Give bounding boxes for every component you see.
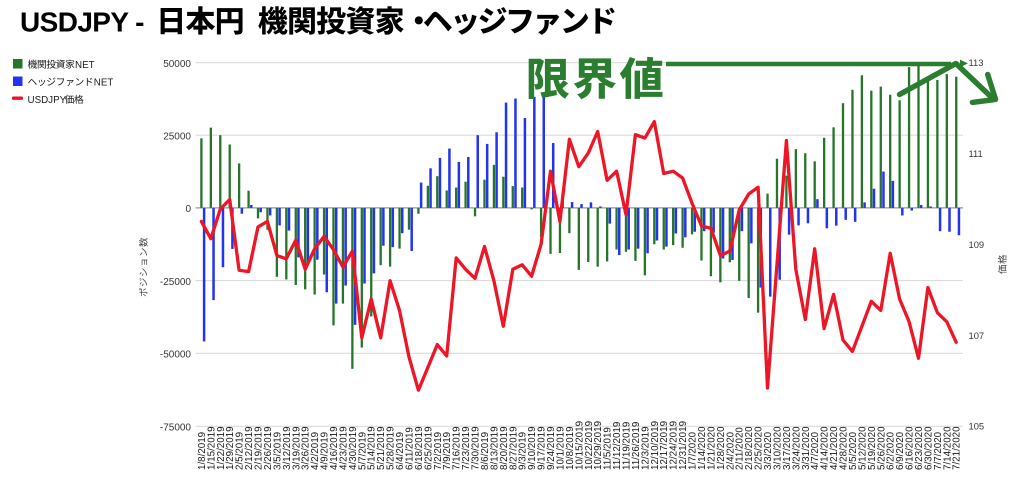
svg-text:5/5/2020: 5/5/2020	[848, 431, 859, 470]
svg-text:6/2/2020: 6/2/2020	[886, 431, 897, 470]
svg-text:10/8/2019: 10/8/2019	[565, 426, 576, 470]
svg-text:1/8/2019: 1/8/2019	[197, 432, 208, 470]
svg-text:5/28/2019: 5/28/2019	[386, 426, 397, 470]
svg-text:4/9/2019: 4/9/2019	[320, 432, 331, 470]
svg-text:3/26/2019: 3/26/2019	[301, 426, 312, 470]
svg-text:113: 113	[969, 57, 984, 68]
svg-text:3/17/2020: 3/17/2020	[782, 426, 793, 470]
svg-text:4/2/2019: 4/2/2019	[310, 432, 321, 470]
svg-text:USDJPY: USDJPY	[28, 95, 67, 106]
svg-text:12/31/2019: 12/31/2019	[678, 421, 689, 470]
svg-text:11/26/2019: 11/26/2019	[631, 422, 642, 470]
svg-text:1/15/2019: 1/15/2019	[206, 426, 217, 470]
svg-text:4/21/2020: 4/21/2020	[829, 426, 840, 470]
svg-text:USDJPY -: USDJPY -	[20, 7, 144, 38]
svg-text:2/19/2019: 2/19/2019	[254, 426, 265, 470]
svg-text:5/21/2019: 5/21/2019	[376, 426, 387, 470]
svg-text:2/12/2019: 2/12/2019	[244, 426, 255, 470]
svg-text:3/31/2020: 3/31/2020	[801, 426, 812, 470]
svg-text:2/5/2019: 2/5/2019	[235, 432, 246, 470]
svg-text:50000: 50000	[163, 59, 191, 70]
svg-text:10/15/2019: 10/15/2019	[574, 421, 585, 470]
svg-text:1/29/2019: 1/29/2019	[225, 426, 236, 470]
svg-text:5/19/2020: 5/19/2020	[867, 426, 878, 470]
svg-text:6/9/2020: 6/9/2020	[895, 431, 906, 470]
svg-text:12/17/2019: 12/17/2019	[659, 421, 670, 470]
svg-text:12/10/2019: 12/10/2019	[650, 421, 661, 470]
svg-text:7/23/2019: 7/23/2019	[461, 426, 472, 470]
svg-text:NET: NET	[94, 77, 114, 88]
svg-text:10/1/2019: 10/1/2019	[555, 426, 566, 470]
svg-text:9/3/2019: 9/3/2019	[518, 432, 529, 470]
svg-text:5/7/2019: 5/7/2019	[357, 432, 368, 470]
svg-text:107: 107	[969, 330, 985, 341]
svg-text:2/26/2019: 2/26/2019	[263, 426, 274, 470]
svg-text:105: 105	[969, 421, 985, 432]
svg-text:1/22/2019: 1/22/2019	[216, 426, 227, 470]
svg-text:10/22/2019: 10/22/2019	[584, 421, 595, 470]
svg-text:3/5/2019: 3/5/2019	[272, 432, 283, 470]
svg-text:7/9/2019: 7/9/2019	[442, 432, 453, 470]
svg-text:10/29/2019: 10/29/2019	[593, 421, 604, 470]
svg-text:25000: 25000	[163, 132, 191, 143]
svg-text:5/26/2020: 5/26/2020	[876, 426, 887, 470]
svg-text:1/28/2020: 1/28/2020	[716, 426, 727, 470]
svg-text:11/19/2019: 11/19/2019	[622, 422, 633, 470]
svg-text:4/7/2020: 4/7/2020	[810, 431, 821, 470]
svg-text:7/14/2020: 7/14/2020	[942, 426, 953, 470]
svg-text:6/16/2020: 6/16/2020	[905, 426, 916, 470]
svg-text:9/24/2019: 9/24/2019	[546, 426, 557, 470]
svg-text:12/3/2019: 12/3/2019	[640, 426, 651, 470]
svg-text:6/30/2020: 6/30/2020	[923, 426, 934, 470]
svg-text:6/18/2019: 6/18/2019	[414, 426, 425, 470]
svg-text:4/28/2020: 4/28/2020	[839, 426, 850, 470]
svg-text:12/24/2019: 12/24/2019	[669, 421, 680, 470]
svg-text:6/23/2020: 6/23/2020	[914, 426, 925, 470]
svg-text:4/30/2019: 4/30/2019	[348, 426, 359, 470]
svg-text:9/10/2019: 9/10/2019	[527, 426, 538, 470]
svg-text:2/18/2020: 2/18/2020	[744, 426, 755, 470]
svg-text:9/17/2019: 9/17/2019	[537, 426, 548, 470]
svg-text:-50000: -50000	[160, 350, 192, 361]
svg-text:1/14/2020: 1/14/2020	[697, 426, 708, 470]
svg-text:6/25/2019: 6/25/2019	[423, 426, 434, 470]
svg-text:3/12/2019: 3/12/2019	[282, 426, 293, 470]
svg-text:2/11/2020: 2/11/2020	[735, 427, 746, 470]
svg-text:3/10/2020: 3/10/2020	[773, 426, 784, 470]
svg-text:4/14/2020: 4/14/2020	[820, 426, 831, 470]
svg-text:2/25/2020: 2/25/2020	[754, 426, 765, 470]
svg-text:2/4/2020: 2/4/2020	[725, 431, 736, 470]
svg-text:111: 111	[969, 148, 983, 159]
svg-text:NET: NET	[75, 60, 95, 71]
svg-text:6/11/2019: 6/11/2019	[405, 427, 416, 470]
svg-text:109: 109	[969, 239, 985, 250]
svg-text:3/24/2020: 3/24/2020	[791, 426, 802, 470]
svg-text:4/23/2019: 4/23/2019	[338, 426, 349, 470]
svg-text:-75000: -75000	[160, 423, 192, 434]
svg-text:5/12/2020: 5/12/2020	[857, 426, 868, 470]
svg-text:4/16/2019: 4/16/2019	[329, 426, 340, 470]
svg-text:0: 0	[185, 204, 191, 215]
svg-text:8/6/2019: 8/6/2019	[480, 432, 491, 470]
svg-text:11/12/2019: 11/12/2019	[612, 422, 623, 470]
svg-text:1/21/2020: 1/21/2020	[706, 426, 717, 470]
svg-text:8/13/2019: 8/13/2019	[489, 426, 500, 470]
svg-text:1/7/2020: 1/7/2020	[688, 431, 699, 470]
svg-text:3/3/2020: 3/3/2020	[763, 431, 774, 470]
svg-text:7/2/2019: 7/2/2019	[433, 432, 444, 470]
svg-text:7/7/2020: 7/7/2020	[933, 431, 944, 470]
svg-text:5/14/2019: 5/14/2019	[367, 426, 378, 470]
svg-text:8/27/2019: 8/27/2019	[508, 426, 519, 470]
svg-text:11/5/2019: 11/5/2019	[603, 427, 614, 470]
svg-text:7/30/2019: 7/30/2019	[471, 426, 482, 470]
svg-text:-25000: -25000	[160, 277, 192, 288]
svg-text:3/19/2019: 3/19/2019	[291, 426, 302, 470]
svg-text:7/16/2019: 7/16/2019	[452, 426, 463, 470]
svg-text:7/21/2020: 7/21/2020	[952, 426, 963, 470]
svg-text:8/20/2019: 8/20/2019	[499, 426, 510, 470]
svg-text:6/4/2019: 6/4/2019	[395, 432, 406, 470]
